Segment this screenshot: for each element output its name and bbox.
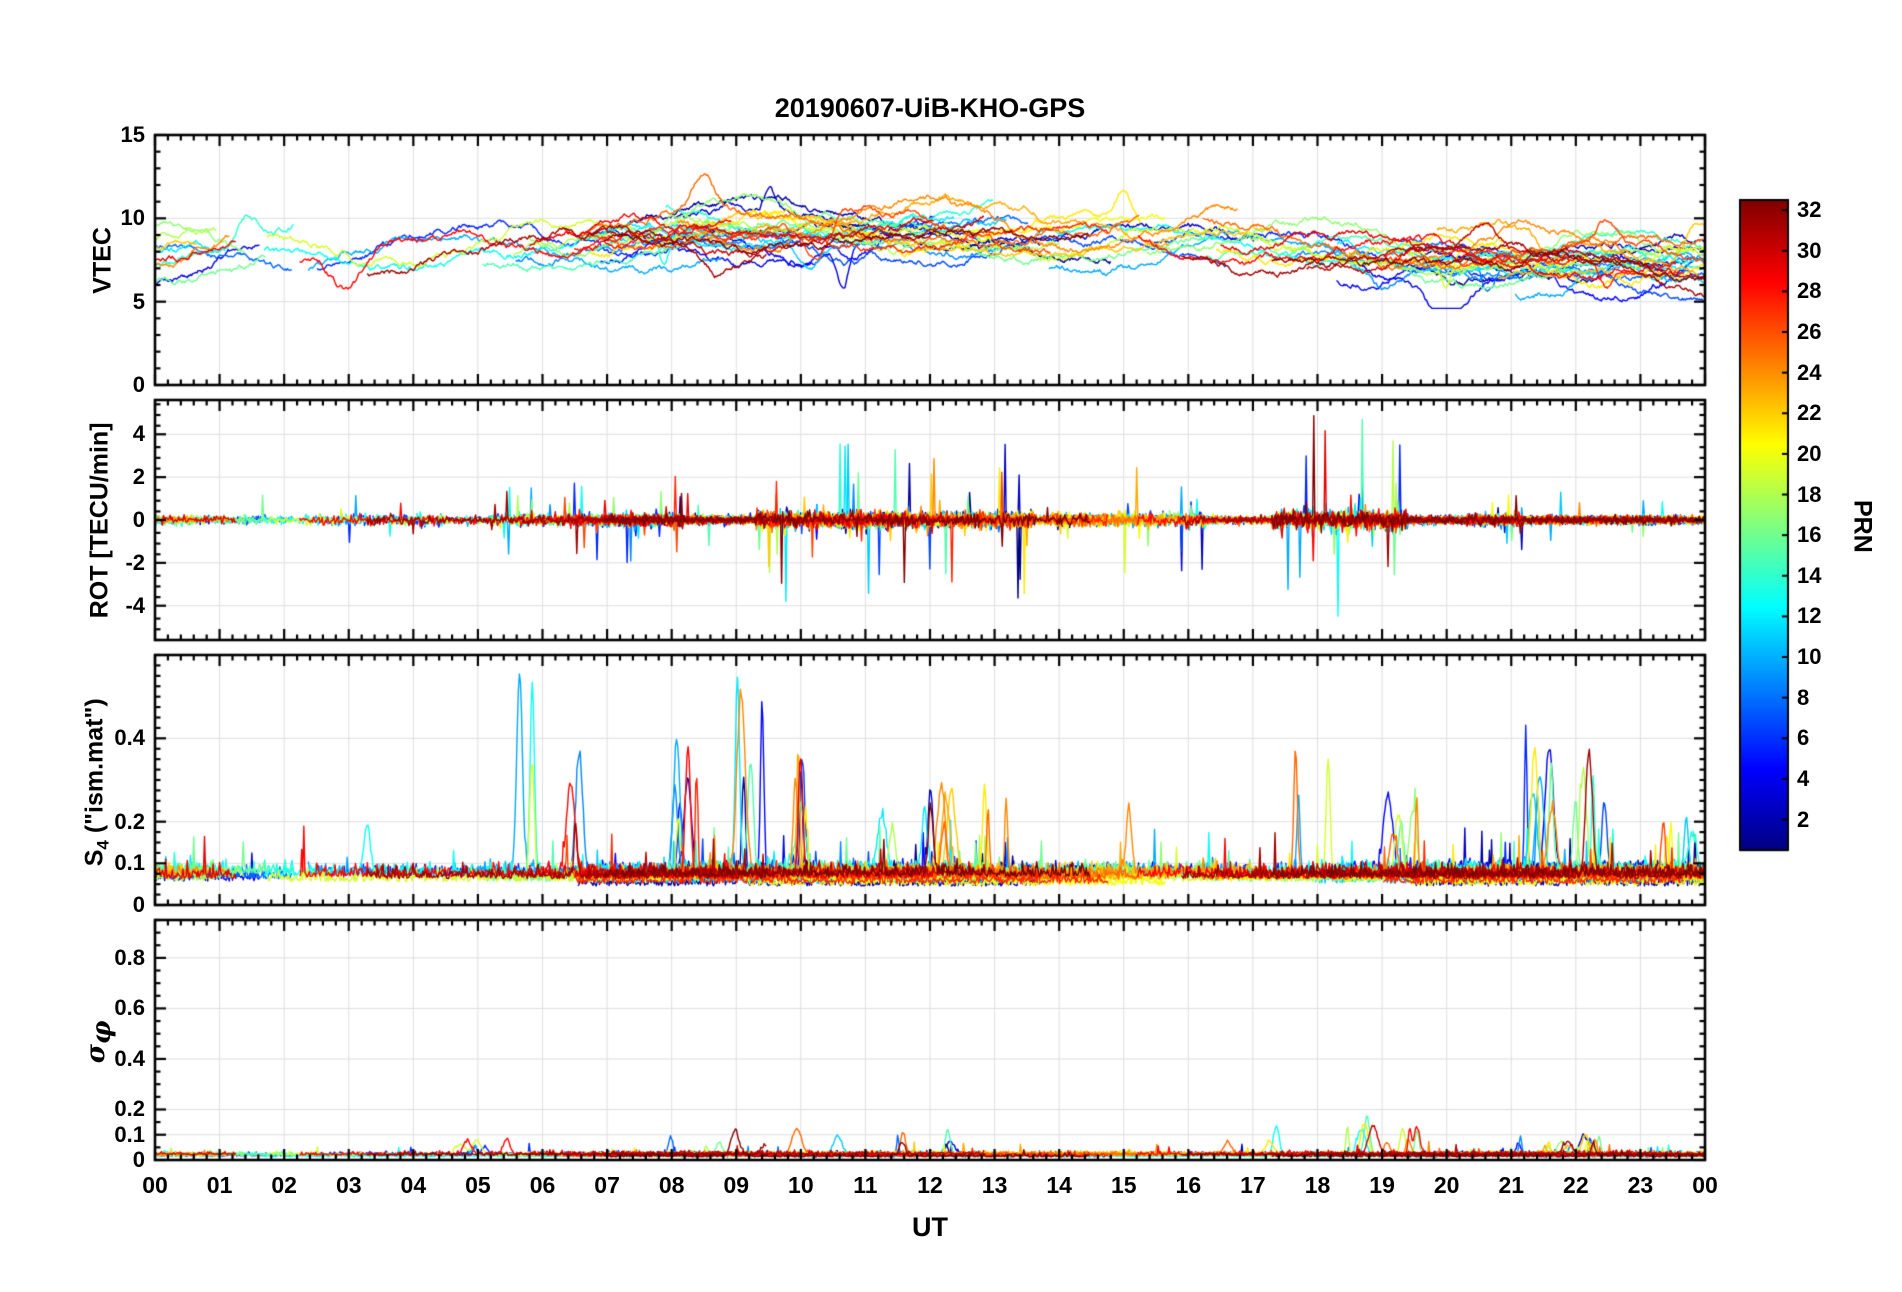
colorbar-tick-label: 6	[1797, 725, 1810, 751]
x-tick-label: 08	[658, 1172, 685, 1198]
x-tick-label: 17	[1240, 1172, 1266, 1198]
y-tick-label: 10	[120, 205, 145, 231]
x-tick-label: 01	[206, 1172, 233, 1198]
colorbar-tick-label: 12	[1797, 603, 1822, 629]
colorbar-tick-label: 16	[1797, 522, 1822, 548]
colorbar-tick-label: 30	[1797, 237, 1822, 263]
y-tick-label: 0.6	[114, 995, 145, 1021]
y-tick-label: 0	[132, 507, 145, 532]
x-tick-label: 22	[1563, 1172, 1589, 1198]
y-tick-label: 2	[132, 464, 145, 490]
y-tick-label: 0.1	[114, 1121, 145, 1147]
y-tick-label: 5	[132, 288, 145, 314]
colorbar-tick-label: 22	[1797, 400, 1822, 426]
x-tick-label: 09	[723, 1172, 750, 1198]
colorbar-tick-label: 8	[1797, 684, 1810, 710]
x-tick-label: 03	[335, 1172, 362, 1198]
colorbar-tick-label: 14	[1797, 562, 1822, 588]
colorbar-tick-label: 20	[1797, 440, 1822, 466]
y-tick-label: -4	[125, 592, 145, 618]
colorbar-tick-label: 2	[1797, 806, 1810, 832]
x-tick-label: 16	[1175, 1172, 1202, 1198]
x-tick-label: 00	[142, 1172, 168, 1198]
y-tick-label: 0.2	[114, 808, 145, 834]
y-tick-label: -2	[125, 549, 145, 575]
y-tick-label: 0	[132, 1147, 145, 1172]
x-tick-label: 10	[788, 1172, 814, 1198]
x-tick-label: 13	[981, 1172, 1008, 1198]
x-tick-label: 07	[594, 1172, 620, 1198]
colorbar-tick-label: 26	[1797, 319, 1822, 345]
x-tick-label: 15	[1110, 1172, 1137, 1198]
y-tick-label: 0	[132, 372, 145, 397]
colorbar-tick-label: 10	[1797, 644, 1822, 670]
sigma-label-sub: φ	[87, 1020, 118, 1045]
x-tick-label: 21	[1498, 1172, 1525, 1198]
y-tick-label: 0.8	[114, 944, 145, 970]
x-axis-label: UT	[912, 1212, 948, 1242]
colorbar-tick-label: 32	[1797, 197, 1822, 223]
colorbar-tick-label: 24	[1797, 359, 1822, 385]
y-tick-label: 0.1	[114, 850, 145, 876]
x-tick-label: 12	[917, 1172, 943, 1198]
colorbar-tick-label: 18	[1797, 481, 1822, 507]
x-tick-label: 02	[271, 1172, 297, 1198]
x-tick-label: 04	[400, 1172, 427, 1198]
x-tick-label: 14	[1046, 1172, 1072, 1198]
y-tick-label: 4	[132, 421, 145, 447]
x-tick-label: 18	[1304, 1172, 1331, 1198]
y-tick-label: 0.4	[114, 725, 145, 751]
x-tick-label: 20	[1433, 1172, 1460, 1198]
x-tick-label: 11	[853, 1172, 878, 1198]
x-tick-label: 23	[1627, 1172, 1654, 1198]
y-tick-label: 0.2	[114, 1096, 145, 1122]
chart-title: 20190607-UiB-KHO-GPS	[774, 93, 1086, 123]
y-tick-label: 0	[132, 892, 145, 917]
y-tick-label: 15	[120, 122, 145, 147]
colorbar-tick-label: 28	[1797, 278, 1822, 304]
colorbar-tick-label: 4	[1797, 765, 1810, 791]
x-tick-label: 06	[529, 1172, 556, 1198]
x-tick-label: 05	[465, 1172, 491, 1198]
x-tick-label: 19	[1369, 1172, 1395, 1198]
y-tick-label: 0.4	[114, 1045, 145, 1071]
x-tick-label: 00	[1692, 1172, 1718, 1198]
